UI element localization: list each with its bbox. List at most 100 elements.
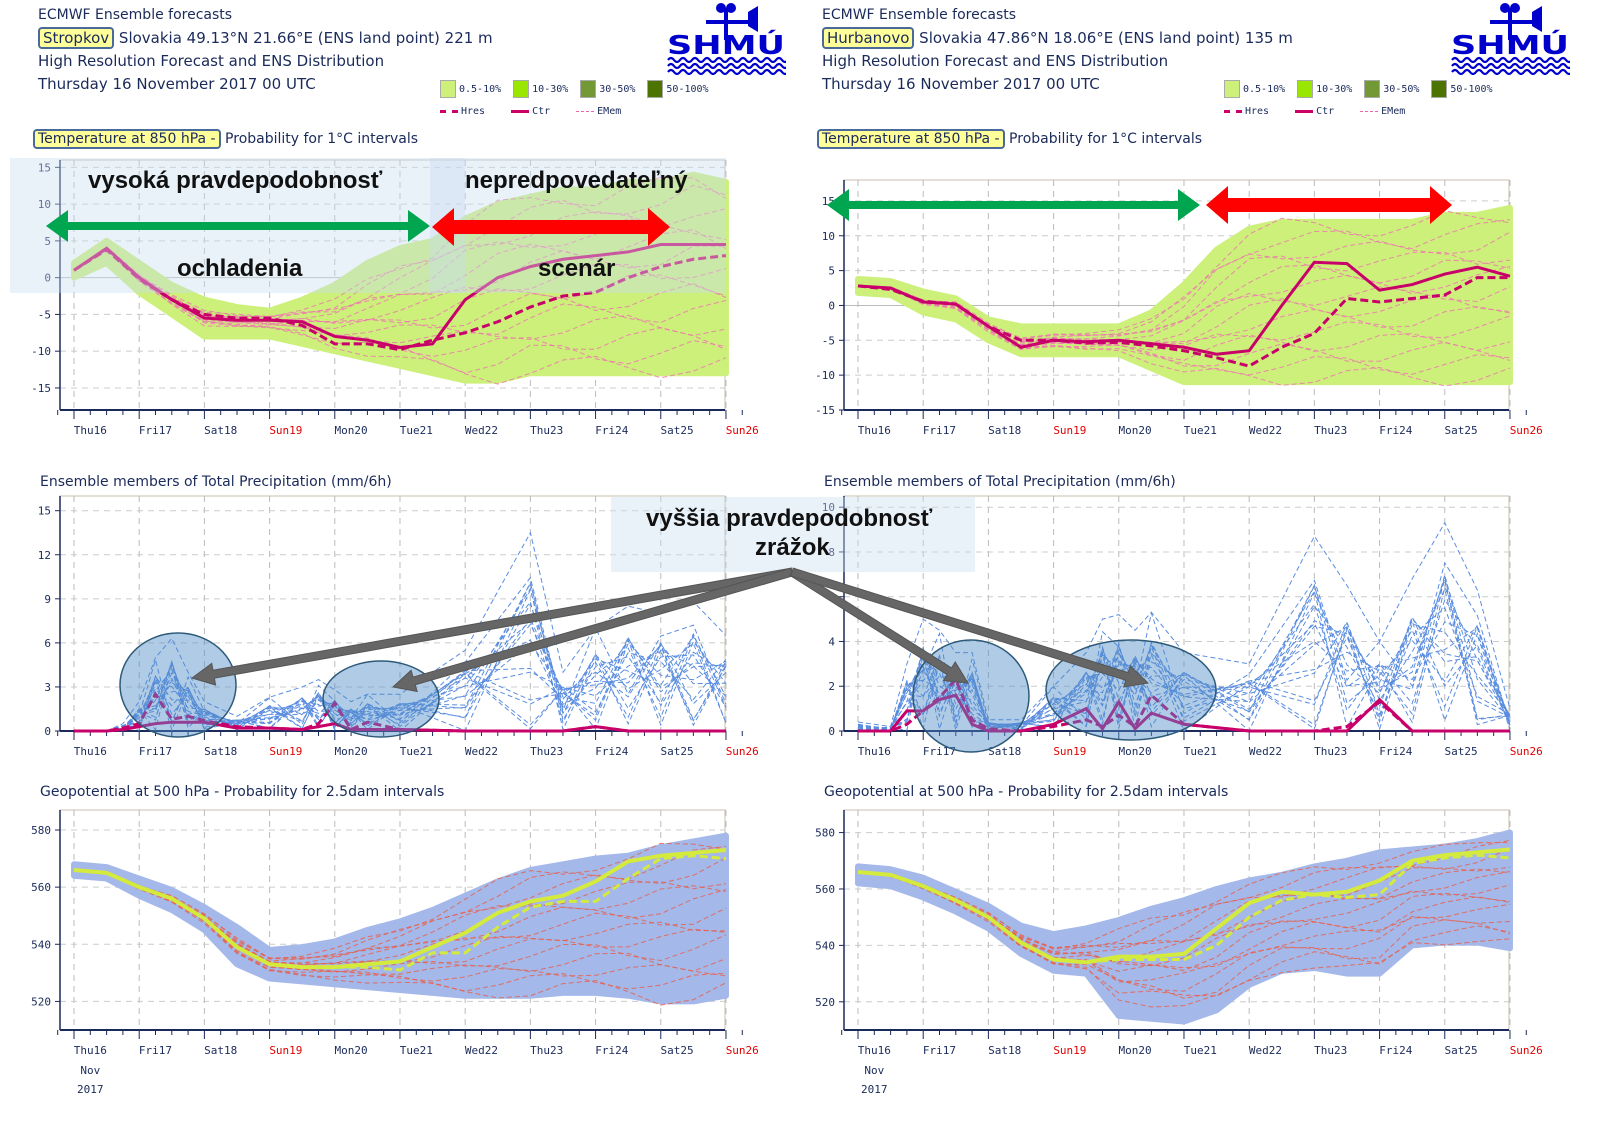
logo-cup [716,3,726,13]
temp-chart-title: Temperature at 850 hPa - Probability for… [817,129,1202,149]
legend-prob-item: 30-50% [580,80,635,98]
y-tick-label: 15 [38,505,51,518]
ensemble-member-line [73,842,727,960]
y-tick-label: 2 [828,680,835,693]
legend-label: Hres [461,106,486,117]
y-tick-label: 10 [822,501,835,514]
legend-label: 10-30% [532,84,569,95]
annotation-unpredictable: nepredpovedateľný [465,167,688,194]
annotation-precip-line2: zrážok [755,534,830,561]
double-arrow [1206,186,1452,224]
x-tick-label: Sun26 [1510,424,1543,437]
x-tick-label: Wed22 [465,745,498,758]
ensemble-member-line [73,869,727,1006]
y-tick-label: 15 [38,161,51,174]
x-tick-label: Fri24 [595,745,628,758]
pointer-arrow [789,567,969,684]
x-tick-label: Sat25 [661,424,694,437]
ensemble-member-line [73,176,727,318]
x-tick-label: Sat25 [1445,424,1478,437]
y-tick-label: 0 [828,299,835,312]
y-tick-label: -5 [822,334,835,347]
x-tick-label: Fri24 [595,424,628,437]
x-tick-label: Mon20 [1119,1044,1152,1057]
legend-line-swatch [1295,109,1314,113]
shmu-logo: SHMÚ [667,3,786,75]
x-tick-label: Mon20 [335,424,368,437]
x-sub-label-month: Nov [80,1064,100,1077]
station-coords: Slovakia 49.13°N 21.66°E (ENS land point… [114,29,493,47]
double-arrow [432,208,670,246]
ensemble-member-line [857,605,1511,732]
x-sub-label-year: 2017 [77,1083,104,1096]
x-tick-label: Wed22 [1249,424,1282,437]
y-tick-label: 9 [44,593,51,606]
y-tick-label: 540 [31,938,51,951]
double-arrow [827,189,1200,221]
x-tick-label: Wed22 [1249,745,1282,758]
ctr-line [73,243,726,350]
logo-vane-arm [706,20,756,24]
x-tick-label: Wed22 [465,1044,498,1057]
logo-wave [1451,56,1570,64]
logo-text: SHMÚ [667,29,785,61]
header-location-line: Hurbanovo Slovakia 47.86°N 18.06°E (ENS … [822,27,1293,50]
ensemble-member-max-line [857,521,1511,728]
x-sub-label-month: Nov [864,1064,884,1077]
y-tick-label: -10 [815,369,835,382]
ensemble-probability-band [855,829,1513,1025]
legend-swatch [1224,80,1240,98]
legend-line-item: Hres [440,106,485,117]
precip-chart-title: Ensemble members of Total Precipitation … [40,474,392,490]
logo-wave [667,56,786,64]
x-tick-label: Sun26 [1510,1044,1543,1057]
legend-right: 0.5-10% 10-30% 30-50% 50-100% Hres Ctr EMem [1224,80,1505,117]
y-tick-label: 520 [31,995,51,1008]
ensemble-member-line [74,576,727,732]
y-tick-label: -10 [31,345,51,358]
x-tick-label: Fri24 [595,1044,628,1057]
x-tick-label: Fri17 [139,424,172,437]
legend-line-item: Ctr [511,106,550,117]
legend-label: 0.5-10% [1243,84,1286,95]
x-tick-label: Sat25 [1445,1044,1478,1057]
legend-prob-item: 50-100% [647,80,709,98]
x-tick-label: Fri17 [139,1044,172,1057]
annotation-cooling: ochladenia [177,255,303,282]
x-tick-label: Thu23 [530,424,563,437]
logo-wave [667,62,786,70]
legend-line-swatch [511,109,530,113]
y-tick-label: 5 [828,265,835,278]
legend-prob-item: 10-30% [513,80,568,98]
legend-prob-item: 30-50% [1364,80,1419,98]
legend-label: 30-50% [1383,84,1420,95]
legend-label: 30-50% [599,84,636,95]
x-tick-label: Sun26 [1510,745,1543,758]
x-tick-label: Sun19 [269,745,302,758]
x-tick-label: Wed22 [1249,1044,1282,1057]
ensemble-member-line [73,248,727,329]
ensemble-member-line [73,248,727,374]
x-tick-label: Sat18 [204,424,237,437]
x-tick-label: Thu16 [858,745,891,758]
legend-swatch [580,80,597,98]
header-source: ECMWF Ensemble forecasts [822,7,1017,23]
x-sub-label-year: 2017 [861,1083,888,1096]
ensemble-member-line [857,285,1511,351]
logo-wave [1451,68,1570,75]
ensemble-member-line [857,616,1511,732]
ensemble-member-line [857,871,1511,983]
x-tick-label: Thu23 [1314,1044,1347,1057]
x-tick-label: Thu23 [1314,745,1347,758]
x-tick-label: Mon20 [1119,745,1152,758]
x-tick-label: Sat18 [988,424,1021,437]
x-tick-label: Thu23 [530,745,563,758]
y-tick-label: 0 [44,725,51,738]
ensemble-probability-band [855,204,1513,386]
legend-label: EMem [597,106,622,117]
y-tick-label: -5 [38,308,51,321]
station-name: Stropkov [38,27,115,49]
ensemble-member-line [857,285,1511,387]
